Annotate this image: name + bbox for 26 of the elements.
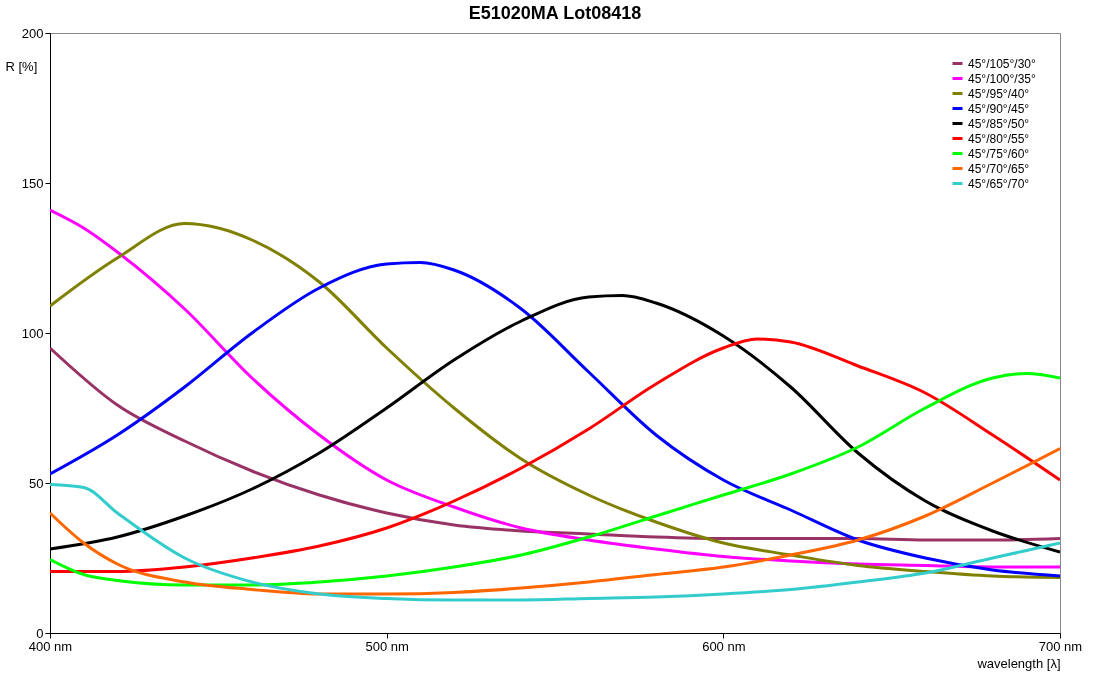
y-axis-title: R [%]: [5, 58, 38, 74]
legend-label: 45°/90°/45°: [968, 101, 1030, 116]
y-tick-label: 50: [29, 475, 44, 491]
line-series: [50, 483, 1060, 602]
y-tick-label: 200: [21, 25, 44, 41]
x-tick-label: 500 nm: [365, 638, 409, 654]
legend-label: 45°/95°/40°: [968, 86, 1030, 101]
legend-label: 45°/80°/55°: [968, 131, 1030, 146]
line-series: [50, 372, 1060, 587]
line-series: [50, 337, 1060, 573]
legend-label: 45°/105°/30°: [968, 56, 1036, 71]
x-tick-label: 600 nm: [702, 638, 746, 654]
x-tick-label: 400 nm: [28, 638, 73, 654]
x-tick-label: 700 nm: [1038, 638, 1083, 654]
legend-label: 45°/70°/65°: [968, 161, 1030, 176]
line-series: [50, 447, 1060, 596]
y-tick-label: 100: [21, 325, 44, 341]
line-series: [50, 346, 1060, 542]
legend-label: 45°/75°/60°: [968, 146, 1030, 161]
chart-title: E51020MA Lot08418: [468, 3, 642, 23]
y-tick-label: 0: [36, 625, 44, 641]
x-axis-title: wavelength [λ]: [976, 655, 1061, 671]
y-tick-label: 150: [21, 175, 44, 191]
legend-label: 45°/100°/35°: [968, 71, 1036, 86]
legend-label: 45°/65°/70°: [968, 176, 1030, 191]
legend-label: 45°/85°/50°: [968, 116, 1030, 131]
